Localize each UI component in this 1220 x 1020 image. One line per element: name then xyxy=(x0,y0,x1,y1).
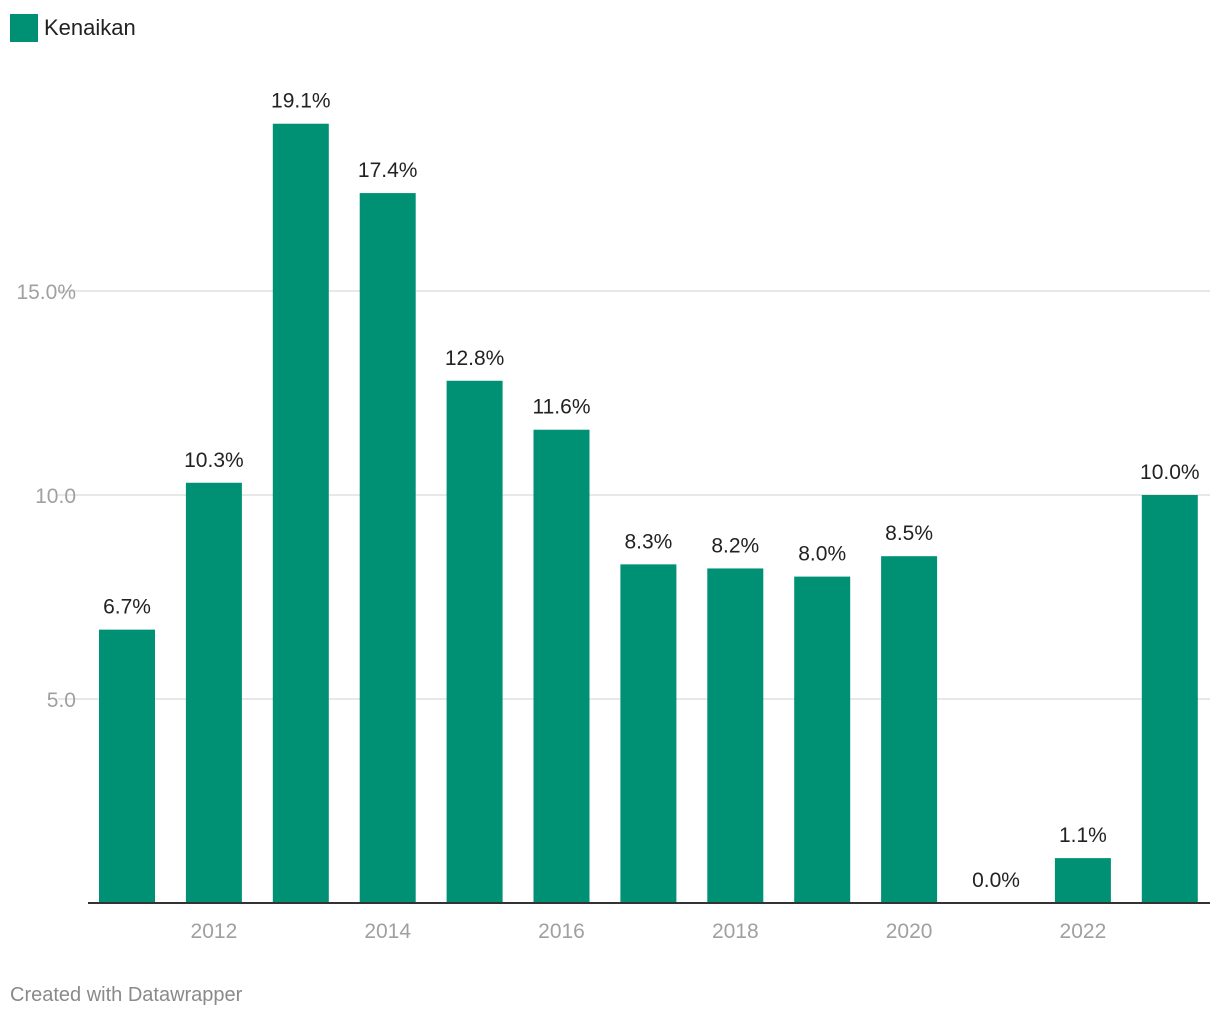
y-axis-labels: 5.0 10.0 15.0% xyxy=(16,281,76,712)
y-tick-label: 15.0% xyxy=(16,281,76,304)
bar-2014 xyxy=(359,193,416,903)
x-tick-label: 2022 xyxy=(1060,920,1107,943)
bar-2011 xyxy=(99,629,155,903)
bar-2017 xyxy=(620,564,677,903)
bar-2022 xyxy=(1054,858,1111,903)
bar-value-label: 8.2% xyxy=(711,534,759,557)
x-tick-label: 2018 xyxy=(712,920,759,943)
bar-value-label: 8.3% xyxy=(624,530,672,553)
legend-swatch xyxy=(10,14,38,42)
bar-2012 xyxy=(185,482,242,903)
bar-value-label: 1.1% xyxy=(1059,824,1107,847)
legend-label: Kenaikan xyxy=(44,15,136,40)
bar-2020 xyxy=(881,556,938,903)
bar-value-label: 6.7% xyxy=(103,596,151,619)
bar-2013 xyxy=(272,123,329,904)
footer-credit: Created with Datawrapper xyxy=(10,984,243,1006)
bar-value-label: 8.5% xyxy=(885,522,933,545)
x-tick-label: 2016 xyxy=(538,920,585,943)
x-tick-label: 2014 xyxy=(364,920,411,943)
bar-value-label: 8.0% xyxy=(798,543,846,566)
bar-value-label: 11.6% xyxy=(533,396,591,419)
bar-value-label: 19.1% xyxy=(271,90,331,113)
bar-2016 xyxy=(533,429,590,903)
bar-2015 xyxy=(446,380,503,903)
bar-2018 xyxy=(707,568,764,903)
bar-value-label: 0.0% xyxy=(972,869,1020,892)
x-tick-label: 2012 xyxy=(191,920,238,943)
bar-2019 xyxy=(794,576,851,903)
bar-value-label: 17.4% xyxy=(358,159,418,182)
y-tick-label: 5.0 xyxy=(47,689,76,712)
bar-2023 xyxy=(1141,495,1198,903)
bars xyxy=(99,123,1198,904)
x-tick-label: 2020 xyxy=(886,920,933,943)
x-axis-labels: 2012 2014 2016 2018 2020 2022 xyxy=(191,920,1107,943)
legend: Kenaikan xyxy=(10,14,136,42)
bar-value-labels: 6.7% 10.3% 19.1% 17.4% 12.8% 11.6% 8.3% 8.2% 8.0… xyxy=(103,90,1200,892)
bar-value-label: 10.0% xyxy=(1140,461,1200,484)
y-tick-label: 10.0 xyxy=(35,485,76,508)
bar-value-label: 12.8% xyxy=(445,347,505,370)
bar-value-label: 10.3% xyxy=(184,449,244,472)
